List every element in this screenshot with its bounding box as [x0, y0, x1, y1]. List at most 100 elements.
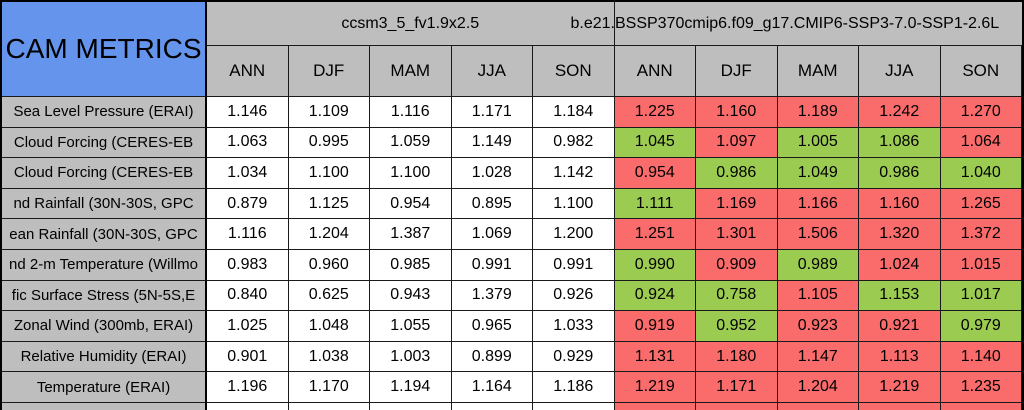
metric-row-label: Cloud Forcing (CERES-EB [2, 158, 207, 189]
baseline-value-cell: 0.929 [533, 341, 615, 373]
comparison-value-cell: 0.919 [614, 311, 696, 342]
baseline-value-cell: 1.171 [451, 97, 533, 128]
comparison-value-cell [859, 402, 941, 410]
comparison-value-cell: 1.105 [777, 280, 859, 312]
baseline-value-cell: 0.625 [288, 280, 370, 312]
comparison-value-cell: 1.225 [614, 97, 696, 128]
baseline-value-cell: 1.048 [288, 311, 370, 342]
comparison-value-cell: 1.005 [777, 127, 859, 159]
comparison-value-cell: 1.265 [940, 188, 1022, 220]
col-header-son-baseline: SON [533, 46, 615, 97]
metric-row-label: ean Rainfall (30N-30S, GPC [2, 219, 207, 250]
comparison-value-cell: 1.171 [696, 372, 778, 403]
baseline-value-cell: 1.164 [451, 372, 533, 403]
baseline-value-cell [451, 402, 533, 410]
comparison-value-cell: 1.372 [940, 219, 1022, 250]
baseline-value-cell: 1.063 [207, 127, 289, 159]
comparison-value-cell: 1.111 [614, 188, 696, 220]
col-header-djf-comparison: DJF [696, 46, 778, 97]
comparison-value-cell [777, 402, 859, 410]
comparison-value-cell: 1.219 [859, 372, 941, 403]
comparison-value-cell: 1.169 [696, 188, 778, 220]
baseline-value-cell: 1.116 [207, 219, 289, 250]
comparison-value-cell: 1.160 [696, 97, 778, 128]
baseline-value-cell: 0.960 [288, 249, 370, 281]
metric-row-label: nd Rainfall (30N-30S, GPC [2, 188, 207, 220]
comparison-value-cell: 0.989 [777, 249, 859, 281]
baseline-value-cell: 1.170 [288, 372, 370, 403]
comparison-value-cell: 1.086 [859, 127, 941, 159]
baseline-value-cell: 1.125 [288, 188, 370, 220]
baseline-value-cell: 1.149 [451, 127, 533, 159]
baseline-value-cell: 1.204 [288, 219, 370, 250]
metric-row-label: Zonal Wind (300mb, ERAI) [2, 311, 207, 342]
baseline-value-cell: 1.100 [370, 158, 452, 189]
comparison-value-cell: 0.924 [614, 280, 696, 312]
metric-row-label: nd 2-m Temperature (Willmo [2, 249, 207, 281]
metric-row-label: Cloud Forcing (CERES-EB [2, 127, 207, 159]
baseline-value-cell [207, 402, 289, 410]
baseline-value-cell: 0.879 [207, 188, 289, 220]
comparison-value-cell: 1.242 [859, 97, 941, 128]
col-header-djf-baseline: DJF [288, 46, 370, 97]
col-header-jja-comparison: JJA [859, 46, 941, 97]
baseline-value-cell: 1.387 [370, 219, 452, 250]
comparison-value-cell: 1.131 [614, 341, 696, 373]
comparison-value-cell: 1.235 [940, 372, 1022, 403]
comparison-value-cell [696, 402, 778, 410]
comparison-value-cell: 1.180 [696, 341, 778, 373]
baseline-value-cell: 0.991 [451, 249, 533, 281]
comparison-value-cell: 1.113 [859, 341, 941, 373]
baseline-value-cell: 1.379 [451, 280, 533, 312]
metric-row-label: Sea Level Pressure (ERAI) [2, 97, 207, 128]
baseline-value-cell: 1.186 [533, 372, 615, 403]
baseline-value-cell: 1.142 [533, 158, 615, 189]
comparison-value-cell: 1.040 [940, 158, 1022, 189]
model-header-ssp: b.e21.BSSP370cmip6.f09_g17.CMIP6-SSP3-7.… [571, 2, 1022, 46]
baseline-value-cell: 1.028 [451, 158, 533, 189]
baseline-value-cell: 1.034 [207, 158, 289, 189]
baseline-value-cell: 0.982 [533, 127, 615, 159]
comparison-value-cell: 0.986 [859, 158, 941, 189]
col-header-jja-baseline: JJA [451, 46, 533, 97]
comparison-value-cell: 0.758 [696, 280, 778, 312]
comparison-value-cell: 1.166 [777, 188, 859, 220]
comparison-value-cell: 0.909 [696, 249, 778, 281]
baseline-value-cell: 1.055 [370, 311, 452, 342]
baseline-value-cell: 1.100 [288, 158, 370, 189]
comparison-value-cell: 1.017 [940, 280, 1022, 312]
baseline-value-cell: 1.033 [533, 311, 615, 342]
table-title: CAM METRICS [5, 33, 202, 64]
comparison-value-cell: 1.140 [940, 341, 1022, 373]
metric-row-label [2, 402, 207, 410]
col-header-mam-comparison: MAM [777, 46, 859, 97]
baseline-value-cell: 1.038 [288, 341, 370, 373]
baseline-value-cell: 0.995 [288, 127, 370, 159]
comparison-value-cell: 1.097 [696, 127, 778, 159]
comparison-value-cell: 1.147 [777, 341, 859, 373]
baseline-value-cell: 1.200 [533, 219, 615, 250]
baseline-value-cell: 0.840 [207, 280, 289, 312]
col-header-mam-baseline: MAM [370, 46, 452, 97]
comparison-value-cell: 1.270 [940, 97, 1022, 128]
comparison-value-cell: 0.986 [696, 158, 778, 189]
comparison-value-cell: 0.979 [940, 311, 1022, 342]
comparison-value-cell [614, 402, 696, 410]
comparison-value-cell: 0.921 [859, 311, 941, 342]
baseline-value-cell: 0.926 [533, 280, 615, 312]
baseline-value-cell: 0.895 [451, 188, 533, 220]
baseline-value-cell: 1.109 [288, 97, 370, 128]
col-header-ann-comparison: ANN [614, 46, 696, 97]
metric-row-label: Temperature (ERAI) [2, 372, 207, 403]
comparison-value-cell: 1.045 [614, 127, 696, 159]
baseline-value-cell: 1.146 [207, 97, 289, 128]
baseline-value-cell: 1.196 [207, 372, 289, 403]
comparison-value-cell: 1.251 [614, 219, 696, 250]
baseline-value-cell: 1.100 [533, 188, 615, 220]
baseline-value-cell: 1.184 [533, 97, 615, 128]
comparison-value-cell: 1.153 [859, 280, 941, 312]
model-header-ccsm: ccsm3_5_fv1.9x2.5 [207, 2, 615, 46]
baseline-value-cell [370, 402, 452, 410]
baseline-value-cell: 1.003 [370, 341, 452, 373]
